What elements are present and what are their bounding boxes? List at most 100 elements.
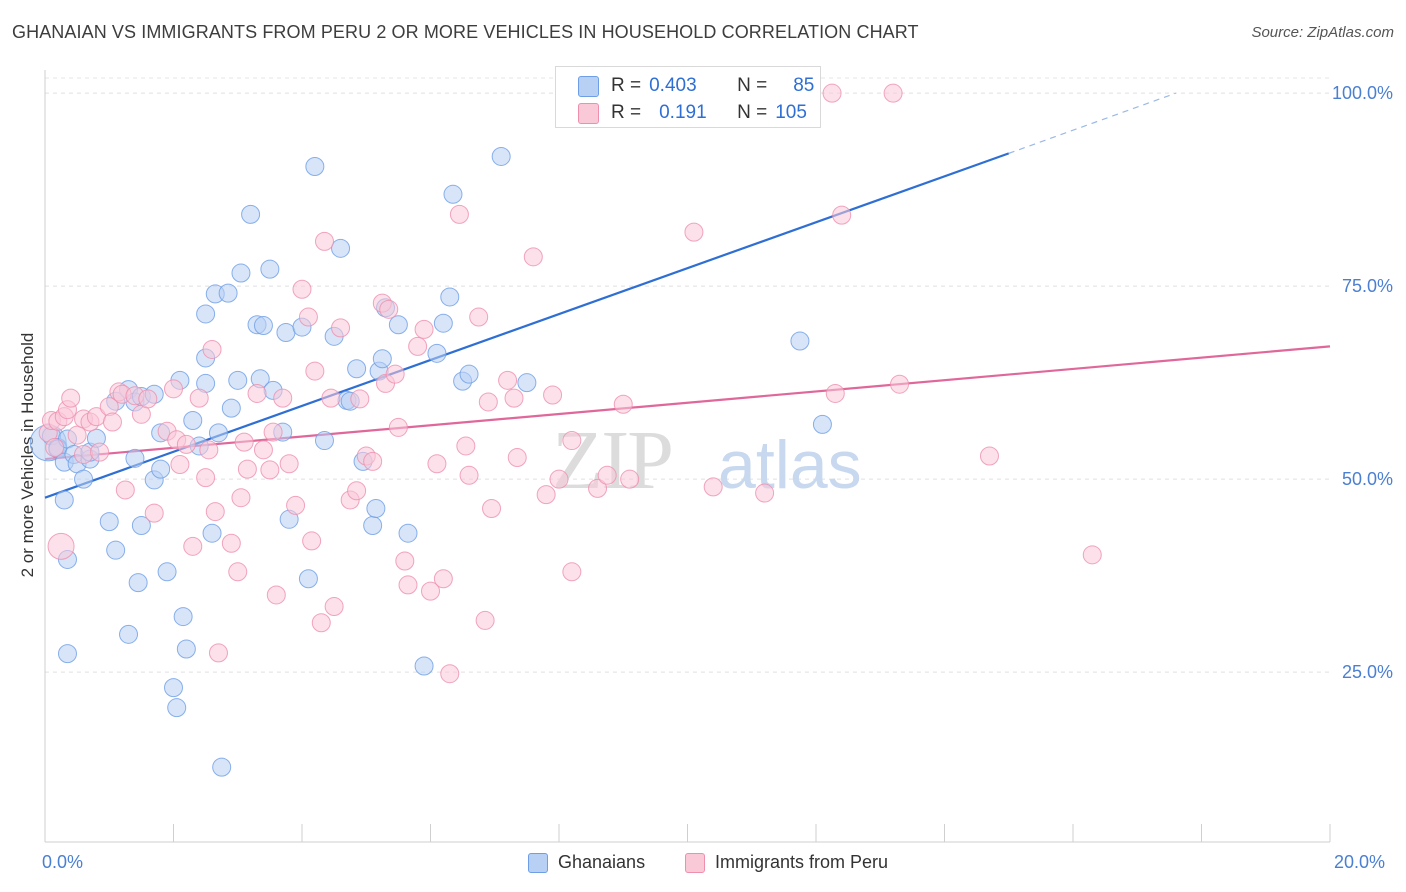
stats-n-value: 105 bbox=[775, 102, 807, 123]
legend-item-ghanaians[interactable]: Ghanaians bbox=[528, 852, 645, 873]
point-ghanaians bbox=[517, 373, 537, 393]
stats-n-label: N = bbox=[737, 75, 768, 96]
point-peru bbox=[498, 370, 518, 390]
point-ghanaians bbox=[276, 322, 296, 342]
point-peru bbox=[144, 503, 164, 523]
legend-swatch-ghanaians bbox=[528, 852, 548, 873]
stats-n-label: N = bbox=[737, 102, 768, 123]
point-ghanaians bbox=[241, 204, 261, 224]
legend-label-peru: Immigrants from Peru bbox=[715, 852, 889, 872]
point-peru bbox=[684, 222, 704, 242]
legend-item-peru[interactable]: Immigrants from Peru bbox=[685, 852, 888, 873]
stats-r-value: 0.191 bbox=[659, 102, 707, 123]
point-peru bbox=[311, 613, 331, 633]
point-peru bbox=[302, 531, 322, 551]
point-ghanaians bbox=[347, 359, 367, 379]
point-peru bbox=[67, 425, 87, 445]
point-peru bbox=[475, 610, 495, 630]
point-peru bbox=[208, 643, 228, 663]
point-ghanaians bbox=[151, 459, 171, 479]
trendline-ghanaians-extension bbox=[1008, 92, 1177, 154]
source-label: Source: ZipAtlas.com bbox=[1251, 24, 1394, 41]
point-peru bbox=[138, 389, 158, 409]
point-peru bbox=[314, 231, 334, 251]
point-peru bbox=[164, 379, 183, 399]
point-ghanaians bbox=[221, 398, 241, 418]
point-peru bbox=[414, 319, 434, 339]
point-peru bbox=[324, 597, 344, 617]
point-peru bbox=[292, 279, 312, 299]
point-ghanaians bbox=[176, 639, 196, 659]
point-peru bbox=[388, 417, 408, 437]
point-peru bbox=[263, 422, 283, 442]
point-ghanaians bbox=[414, 656, 434, 676]
point-ghanaians bbox=[212, 757, 232, 777]
point-peru bbox=[47, 532, 75, 560]
stats-n-value: 85 bbox=[793, 75, 815, 96]
point-peru bbox=[755, 483, 775, 503]
legend-swatch-peru bbox=[685, 852, 705, 873]
point-peru bbox=[196, 468, 216, 488]
point-peru bbox=[449, 204, 469, 224]
y-tick-label: 25.0% bbox=[1342, 662, 1393, 682]
point-peru bbox=[102, 412, 122, 432]
point-peru bbox=[408, 336, 428, 356]
point-peru bbox=[247, 383, 267, 403]
point-peru bbox=[199, 440, 219, 460]
y-tick-label: 100.0% bbox=[1332, 83, 1393, 103]
chart-title: GHANAIAN VS IMMIGRANTS FROM PERU 2 OR MO… bbox=[12, 22, 919, 42]
stats-swatch-peru bbox=[578, 102, 599, 124]
point-peru bbox=[549, 469, 569, 489]
point-ghanaians bbox=[298, 569, 318, 589]
point-peru bbox=[395, 551, 415, 571]
watermark-zip: ZIP bbox=[552, 414, 672, 507]
point-peru bbox=[115, 480, 135, 500]
point-peru bbox=[253, 440, 273, 460]
point-ghanaians bbox=[157, 562, 177, 582]
point-ghanaians bbox=[128, 573, 148, 593]
point-peru bbox=[562, 562, 582, 582]
point-peru bbox=[421, 581, 440, 601]
series-ghanaians bbox=[29, 146, 832, 777]
point-ghanaians bbox=[366, 498, 386, 518]
point-ghanaians bbox=[74, 469, 94, 489]
point-peru bbox=[398, 575, 418, 595]
point-ghanaians bbox=[433, 313, 453, 333]
point-peru bbox=[347, 481, 367, 501]
point-peru bbox=[979, 446, 999, 466]
stats-legend-box: R = 0.403 N = 85 R = 0.191 N = 105 bbox=[555, 66, 821, 128]
point-peru bbox=[74, 444, 94, 464]
point-ghanaians bbox=[208, 423, 228, 443]
legend-label-ghanaians: Ghanaians bbox=[558, 852, 646, 872]
point-ghanaians bbox=[305, 157, 325, 176]
point-peru bbox=[202, 339, 222, 359]
point-peru bbox=[482, 498, 502, 518]
stats-row-ghanaians: R = 0.403 N = 85 bbox=[578, 73, 814, 99]
point-peru bbox=[562, 431, 582, 451]
point-ghanaians bbox=[388, 315, 408, 335]
point-ghanaians bbox=[331, 238, 351, 258]
point-peru bbox=[478, 392, 498, 412]
point-ghanaians bbox=[398, 523, 418, 543]
x-tick-label-min: 0.0% bbox=[42, 852, 84, 872]
stats-row-peru: R = 0.191 N = 105 bbox=[578, 100, 807, 126]
point-peru bbox=[228, 562, 248, 582]
point-ghanaians bbox=[167, 698, 187, 718]
point-peru bbox=[45, 438, 65, 458]
point-ghanaians bbox=[427, 343, 447, 363]
point-peru bbox=[266, 585, 286, 605]
point-ghanaians bbox=[790, 331, 810, 351]
point-ghanaians bbox=[131, 515, 151, 535]
point-peru bbox=[440, 664, 460, 684]
axes bbox=[44, 70, 1331, 843]
point-peru bbox=[90, 442, 110, 462]
point-ghanaians bbox=[440, 287, 460, 307]
point-peru bbox=[543, 385, 563, 405]
stats-r-value: 0.403 bbox=[649, 75, 697, 96]
point-peru bbox=[427, 454, 447, 474]
point-ghanaians bbox=[228, 370, 248, 390]
bottom-legend: Ghanaians Immigrants from Peru bbox=[0, 850, 1406, 880]
point-ghanaians bbox=[106, 540, 126, 560]
point-peru bbox=[205, 502, 225, 522]
